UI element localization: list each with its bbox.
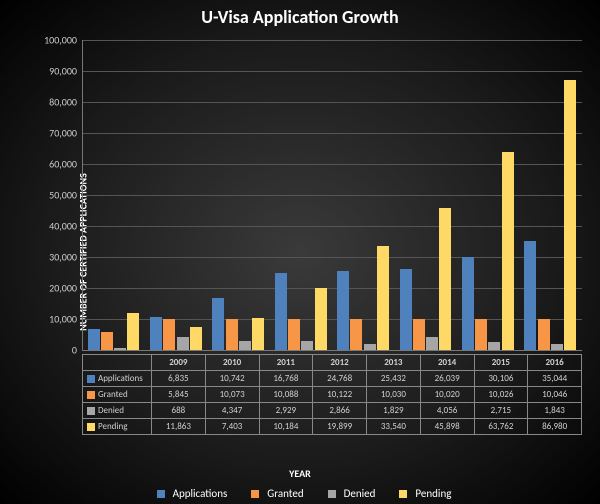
cell-denied-2009: 688: [152, 403, 206, 419]
table-row-applications: Applications: [83, 371, 152, 387]
bar-pending-2011: [252, 318, 264, 350]
bar-granted-2013: [350, 319, 362, 350]
y-tick: 80,000: [49, 96, 83, 109]
y-tick: 40,000: [49, 220, 83, 233]
y-tick: 70,000: [49, 127, 83, 140]
bar-pending-2016: [564, 80, 576, 350]
legend-applications: Applications: [149, 487, 228, 500]
table-col-2011: 2011: [259, 355, 313, 371]
cell-denied-2015: 2,715: [474, 403, 528, 419]
cell-pending-2010: 7,403: [205, 419, 259, 435]
y-tick: 20,000: [49, 282, 83, 295]
cell-applications-2013: 25,432: [367, 371, 421, 387]
bar-denied-2010: [177, 337, 189, 350]
cell-applications-2015: 30,106: [474, 371, 528, 387]
cell-granted-2014: 10,020: [420, 387, 474, 403]
table-col-2009: 2009: [152, 355, 206, 371]
cell-pending-2014: 45,898: [420, 419, 474, 435]
bar-denied-2011: [239, 341, 251, 350]
cell-granted-2010: 10,073: [205, 387, 259, 403]
cell-granted-2013: 10,030: [367, 387, 421, 403]
cell-granted-2009: 5,845: [152, 387, 206, 403]
table-row-denied: Denied: [83, 403, 152, 419]
bar-granted-2009: [101, 332, 113, 350]
cell-denied-2010: 4,347: [205, 403, 259, 419]
cell-denied-2016: 1,843: [528, 403, 582, 419]
y-tick: 30,000: [49, 251, 83, 264]
x-axis-label: YEAR: [0, 467, 600, 480]
bar-applications-2016: [524, 241, 536, 350]
bar-granted-2011: [226, 319, 238, 350]
cell-denied-2013: 1,829: [367, 403, 421, 419]
cell-granted-2012: 10,122: [313, 387, 367, 403]
cell-applications-2014: 26,039: [420, 371, 474, 387]
bar-applications-2010: [150, 317, 162, 350]
cell-pending-2009: 11,863: [152, 419, 206, 435]
bar-denied-2009: [114, 348, 126, 350]
table-col-2012: 2012: [313, 355, 367, 371]
cell-denied-2011: 2,929: [259, 403, 313, 419]
y-tick: 50,000: [49, 189, 83, 202]
cell-pending-2012: 19,899: [313, 419, 367, 435]
legend-granted: Granted: [243, 487, 303, 500]
bar-pending-2012: [315, 288, 327, 350]
legend-denied: Denied: [320, 487, 376, 500]
bar-pending-2010: [190, 327, 202, 350]
table-col-2013: 2013: [367, 355, 421, 371]
plot-area: 010,00020,00030,00040,00050,00060,00070,…: [82, 40, 582, 351]
table-col-2015: 2015: [474, 355, 528, 371]
bar-pending-2015: [502, 152, 514, 350]
bar-applications-2012: [275, 273, 287, 350]
bar-denied-2016: [551, 344, 563, 350]
cell-applications-2012: 24,768: [313, 371, 367, 387]
cell-applications-2016: 35,044: [528, 371, 582, 387]
bar-pending-2013: [377, 246, 389, 350]
bar-applications-2013: [337, 271, 349, 350]
bar-denied-2014: [426, 337, 438, 350]
bar-denied-2015: [488, 342, 500, 350]
bar-granted-2010: [163, 319, 175, 350]
table-col-2014: 2014: [420, 355, 474, 371]
cell-granted-2011: 10,088: [259, 387, 313, 403]
cell-denied-2014: 4,056: [420, 403, 474, 419]
legend-pending: Pending: [391, 487, 451, 500]
table-col-2010: 2010: [205, 355, 259, 371]
cell-applications-2010: 10,742: [205, 371, 259, 387]
cell-pending-2015: 63,762: [474, 419, 528, 435]
table-row-pending: Pending: [83, 419, 152, 435]
table-col-2016: 2016: [528, 355, 582, 371]
cell-pending-2013: 33,540: [367, 419, 421, 435]
table-row-granted: Granted: [83, 387, 152, 403]
y-tick: 60,000: [49, 158, 83, 171]
bar-denied-2013: [364, 344, 376, 350]
cell-granted-2016: 10,046: [528, 387, 582, 403]
cell-applications-2009: 6,835: [152, 371, 206, 387]
bar-pending-2014: [439, 208, 451, 350]
cell-applications-2011: 16,768: [259, 371, 313, 387]
cell-pending-2011: 10,184: [259, 419, 313, 435]
bar-granted-2014: [413, 319, 425, 350]
cell-denied-2012: 2,866: [313, 403, 367, 419]
y-tick: 100,000: [44, 34, 83, 47]
uvisa-chart: U-Visa Application Growth NUMBER OF CERT…: [0, 0, 600, 504]
bar-granted-2012: [288, 319, 300, 350]
chart-title: U-Visa Application Growth: [0, 6, 600, 28]
bar-granted-2016: [538, 319, 550, 350]
cell-pending-2016: 86,980: [528, 419, 582, 435]
bar-pending-2009: [127, 313, 139, 350]
bar-denied-2012: [301, 341, 313, 350]
legend: Applications Granted Denied Pending: [0, 487, 600, 500]
bar-granted-2015: [475, 319, 487, 350]
bar-applications-2011: [212, 298, 224, 350]
bar-applications-2015: [462, 257, 474, 350]
bar-applications-2009: [88, 329, 100, 350]
y-tick: 90,000: [49, 65, 83, 78]
cell-granted-2015: 10,026: [474, 387, 528, 403]
data-table: 20092010201120122013201420152016 Applicat…: [82, 354, 582, 435]
y-tick: 10,000: [49, 313, 83, 326]
bar-applications-2014: [400, 269, 412, 350]
